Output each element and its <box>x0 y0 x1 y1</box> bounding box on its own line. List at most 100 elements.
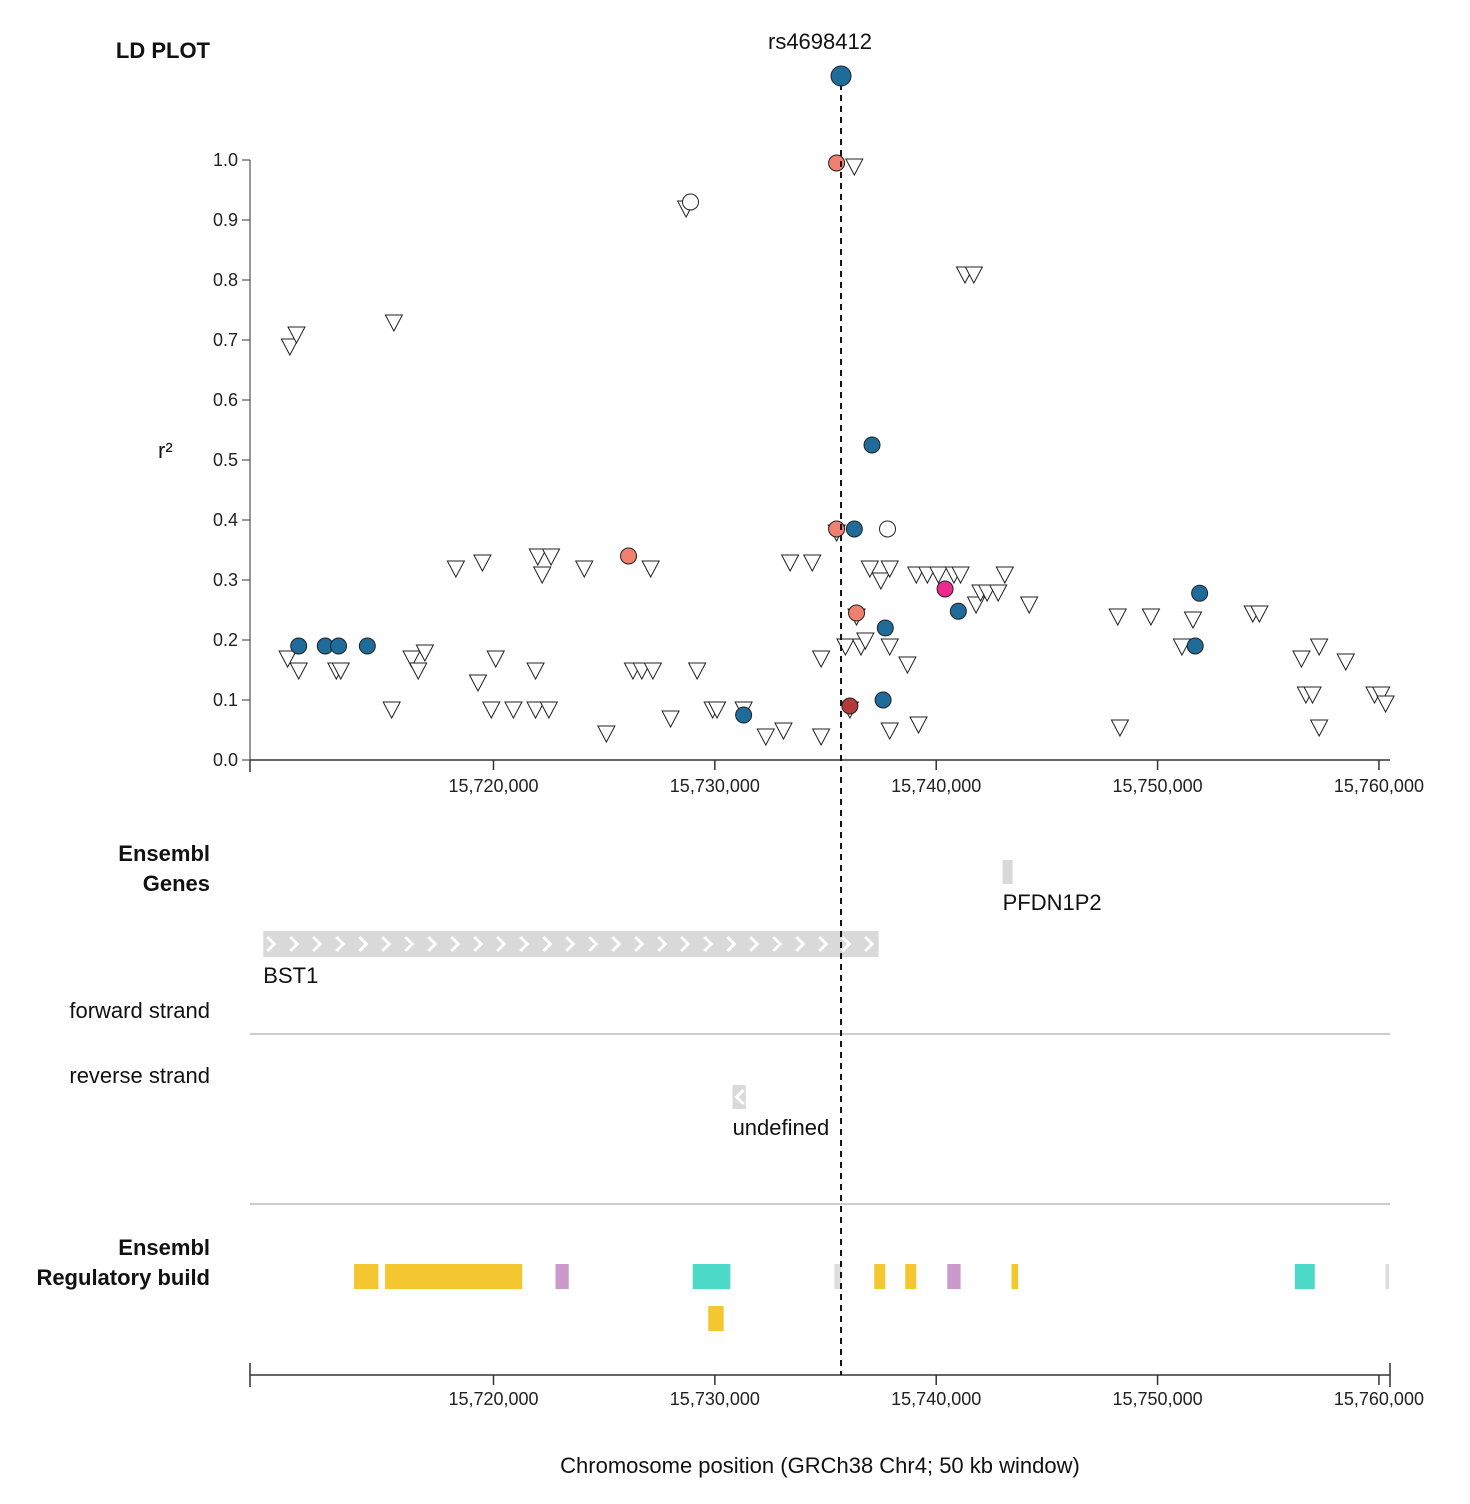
snp-circle-point <box>876 619 894 637</box>
gene-strand-chevron <box>611 935 622 953</box>
gene-label-bst1: BST1 <box>263 963 318 988</box>
snp-triangle-point <box>532 566 552 585</box>
y-tick-label: 0.4 <box>213 510 238 530</box>
gene-strand-chevron <box>634 935 645 953</box>
lead-snp-marker <box>830 65 852 87</box>
snp-triangle-point <box>780 554 800 573</box>
snp-circle-point <box>845 520 863 538</box>
reverse-strand-label: reverse strand <box>69 1063 210 1088</box>
x-axis-title: Chromosome position (GRCh38 Chr4; 50 kb … <box>560 1453 1080 1478</box>
snp-triangle-point <box>415 644 435 663</box>
x-axis-top-tick-label: 15,720,000 <box>448 776 538 796</box>
snp-circle-point <box>358 637 376 655</box>
gene-body-bst1 <box>263 931 879 957</box>
y-tick-label: 0.5 <box>213 450 238 470</box>
gene-strand-chevron <box>519 935 530 953</box>
snp-triangle-point <box>964 266 984 285</box>
snp-triangle-point <box>774 722 793 741</box>
snp-circle-point <box>874 691 892 709</box>
genes-layer: BST1 PFDN1P2 undefined <box>263 860 1102 1140</box>
regulatory-feature <box>947 1264 961 1289</box>
snp-triangle-point <box>995 566 1015 585</box>
ensembl-genes-title-line2: Genes <box>142 871 210 896</box>
snp-triangle-point <box>802 554 822 573</box>
regulatory-feature <box>354 1264 379 1289</box>
gene-label-undefined: undefined <box>733 1115 830 1140</box>
snp-triangle-point <box>880 560 900 579</box>
snp-triangle-point <box>539 701 559 720</box>
snp-triangle-point <box>909 716 928 735</box>
gene-strand-chevron <box>542 935 553 953</box>
gene-strand-chevron <box>864 935 875 953</box>
regulatory-build-title: Ensembl Regulatory build <box>0 1233 210 1293</box>
snp-triangle-point <box>929 566 948 585</box>
gene-strand-chevron <box>473 935 484 953</box>
snp-triangle-point <box>871 572 891 591</box>
gene-strand-chevron <box>841 935 852 953</box>
snp-triangle-point <box>1309 719 1329 738</box>
snp-triangle-point <box>473 554 492 573</box>
gene-strand-chevron <box>795 935 806 953</box>
y-axis-label: r² <box>158 438 173 463</box>
regulatory-feature <box>1011 1264 1019 1289</box>
gene-strand-chevron <box>726 935 737 953</box>
snp-triangle-point <box>966 596 986 615</box>
snp-triangle-point <box>707 701 727 720</box>
gene-strand-chevron <box>496 935 507 953</box>
snp-triangle-point <box>1292 650 1311 669</box>
snp-triangle-point <box>811 650 831 669</box>
snp-circle-point <box>848 604 866 622</box>
points-layer <box>278 154 1395 747</box>
snp-triangle-point <box>526 662 545 681</box>
snp-circle-point <box>330 637 348 655</box>
snp-triangle-point <box>468 674 488 693</box>
regulatory-feature <box>708 1306 724 1331</box>
snp-triangle-point <box>597 725 616 744</box>
gene-strand-chevron <box>703 935 714 953</box>
regulatory-feature <box>905 1264 917 1289</box>
snp-circle-point <box>828 154 846 172</box>
gene-strand-chevron <box>565 935 576 953</box>
snp-triangle-point <box>844 158 864 177</box>
snp-triangle-point <box>574 560 594 579</box>
ensembl-genes-title-line1: Ensembl <box>118 841 210 866</box>
gene-strand-chevron <box>266 935 277 953</box>
snp-triangle-point <box>1371 686 1391 705</box>
snp-triangle-point <box>1303 686 1322 705</box>
snp-triangle-point <box>528 548 548 567</box>
snp-circle-point <box>1191 584 1209 602</box>
x-axis-bottom-tick-label: 15,750,000 <box>1113 1389 1203 1409</box>
gene-strand-chevron <box>427 935 438 953</box>
snp-circle-point <box>682 193 700 211</box>
snp-triangle-point <box>1141 608 1161 627</box>
gene-strand-chevron <box>818 935 829 953</box>
snp-circle-point <box>949 602 967 620</box>
y-tick-label: 1.0 <box>213 150 238 170</box>
x-axis-bottom-tick-label: 15,730,000 <box>670 1389 760 1409</box>
snp-triangle-point <box>687 662 707 681</box>
x-axis-top-tick-label: 15,750,000 <box>1113 776 1203 796</box>
y-tick-label: 0.1 <box>213 690 238 710</box>
y-tick-label: 0.0 <box>213 750 238 770</box>
snp-circle-point <box>863 436 881 454</box>
y-tick-label: 0.3 <box>213 570 238 590</box>
snp-triangle-point <box>860 560 880 579</box>
regulatory-layer <box>354 1264 1389 1331</box>
regulatory-feature <box>834 1264 842 1289</box>
regulatory-build-title-line1: Ensembl <box>118 1235 210 1260</box>
snp-triangle-point <box>988 584 1008 603</box>
gene-strand-chevron <box>657 935 668 953</box>
gene-body-pfdn1p2 <box>1002 860 1013 884</box>
regulatory-build-title-line2: Regulatory build <box>36 1265 210 1290</box>
gene-strand-chevron <box>680 935 691 953</box>
gene-strand-chevron <box>734 1088 745 1106</box>
gene-strand-chevron <box>772 935 783 953</box>
gene-strand-chevron <box>358 935 369 953</box>
snp-triangle-point <box>331 662 351 681</box>
snp-triangle-point <box>641 560 660 579</box>
snp-triangle-point <box>481 701 501 720</box>
snp-triangle-point <box>278 650 297 669</box>
snp-triangle-point <box>643 662 663 681</box>
regulatory-feature <box>385 1264 523 1289</box>
